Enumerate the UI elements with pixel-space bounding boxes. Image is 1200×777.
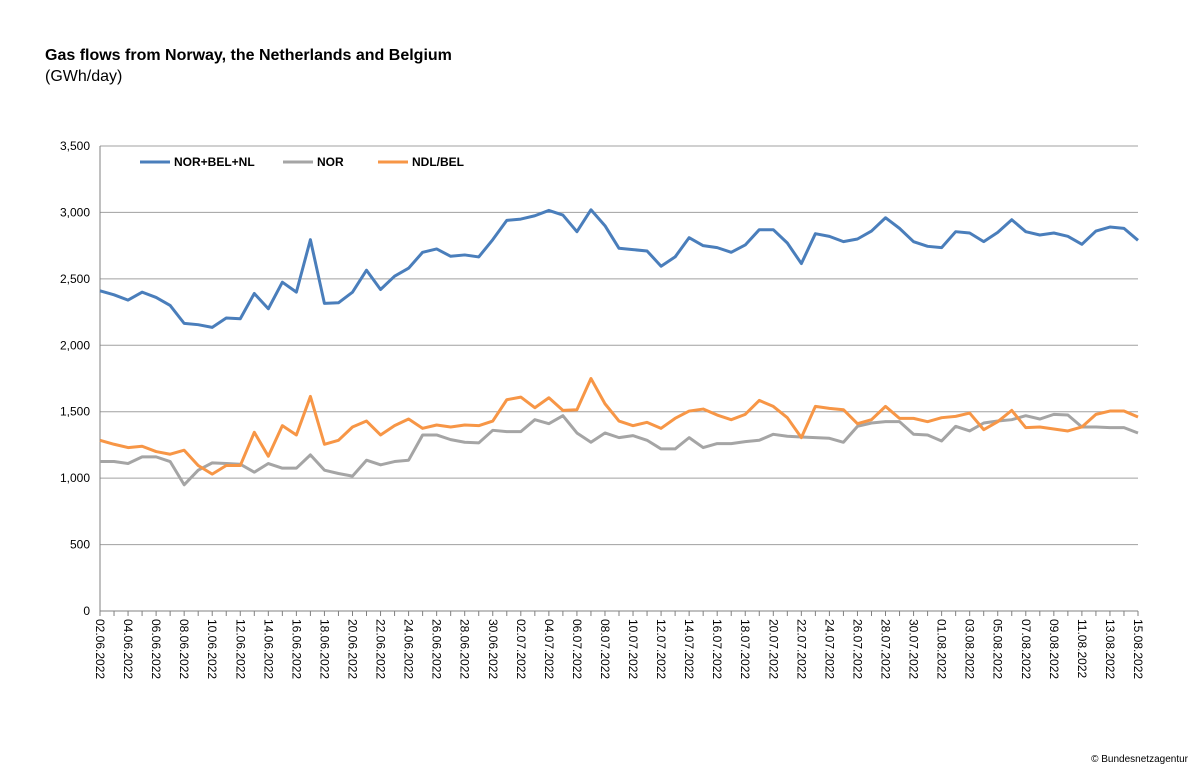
x-tick-label: 22.06.2022 [374,619,388,679]
x-tick-label: 12.06.2022 [233,619,247,679]
x-tick-label: 02.06.2022 [93,619,107,679]
y-tick-label: 1,500 [60,405,90,419]
chart-subtitle: (GWh/day) [45,68,122,85]
x-tick-label: 08.06.2022 [177,619,191,679]
x-tick-label: 16.06.2022 [289,619,303,679]
y-tick-label: 3,500 [60,139,90,153]
legend-label: NOR+BEL+NL [174,155,255,169]
x-tick-label: 11.08.2022 [1075,619,1089,678]
x-tick-label: 18.07.2022 [738,619,752,679]
x-tick-label: 26.07.2022 [850,619,864,679]
x-tick-label: 04.06.2022 [121,619,135,679]
x-tick-label: 16.07.2022 [710,619,724,679]
x-tick-label: 10.06.2022 [205,619,219,679]
y-tick-label: 1,000 [60,471,90,485]
x-tick-label: 06.06.2022 [149,619,163,679]
x-tick-label: 14.06.2022 [261,619,275,679]
x-tick-label: 22.07.2022 [794,619,808,679]
x-tick-label: 28.06.2022 [458,619,472,679]
x-tick-label: 30.07.2022 [907,619,921,679]
y-tick-label: 500 [70,538,90,552]
x-tick-label: 04.07.2022 [542,619,556,679]
x-tick-label: 03.08.2022 [963,619,977,679]
x-tick-label: 26.06.2022 [430,619,444,679]
y-tick-label: 2,500 [60,272,90,286]
series-line [99,377,1139,476]
x-tick-label: 20.06.2022 [345,619,359,679]
y-tick-label: 2,000 [60,338,90,352]
legend-label: NOR [317,155,344,169]
x-tick-label: 30.06.2022 [486,619,500,679]
y-tick-label: 3,000 [60,205,90,219]
chart-title: Gas flows from Norway, the Netherlands a… [45,47,452,64]
x-tick-label: 24.06.2022 [402,619,416,679]
x-tick-label: 05.08.2022 [991,619,1005,679]
x-tick-label: 12.07.2022 [654,619,668,679]
x-tick-label: 14.07.2022 [682,619,696,679]
x-tick-label: 09.08.2022 [1047,619,1061,679]
x-tick-label: 02.07.2022 [514,619,528,679]
x-tick-label: 06.07.2022 [570,619,584,679]
x-tick-label: 24.07.2022 [822,619,836,679]
credit: © Bundesnetzagentur [1091,754,1189,765]
x-tick-label: 20.07.2022 [766,619,780,679]
series-line [100,412,1139,487]
series-line [99,208,1139,329]
x-tick-label: 07.08.2022 [1019,619,1033,679]
x-tick-label: 01.08.2022 [935,619,949,679]
x-tick-label: 18.06.2022 [317,619,331,679]
legend-label: NDL/BEL [412,155,464,169]
x-tick-label: 28.07.2022 [879,619,893,679]
x-tick-label: 13.08.2022 [1103,619,1117,679]
x-tick-label: 15.08.2022 [1131,619,1145,679]
x-tick-label: 08.07.2022 [598,619,612,679]
x-tick-label: 10.07.2022 [626,619,640,679]
y-tick-label: 0 [83,604,90,618]
